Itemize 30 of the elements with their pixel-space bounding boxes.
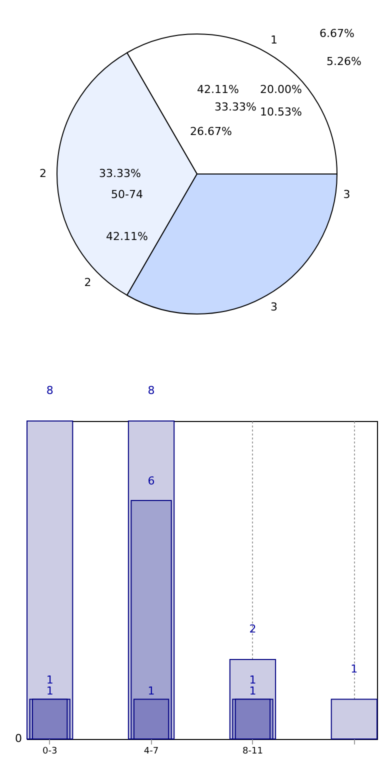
text: 26.67% <box>190 125 232 138</box>
data-label: 6 <box>148 474 155 488</box>
text: 6.67% <box>320 27 354 40</box>
x-tick-label: 0-3 <box>42 746 58 756</box>
data-label: 1 <box>148 684 155 698</box>
data-label: 1 <box>46 684 54 698</box>
data-label: 33.33% <box>214 100 256 114</box>
text: 50-74 <box>111 188 143 201</box>
text: 10.53% <box>260 105 302 118</box>
slice-label: 3 <box>343 188 350 201</box>
data-label: 1 <box>249 673 256 686</box>
data-label: 1 <box>350 662 358 676</box>
text: 20.00% <box>260 83 302 96</box>
slice-label: 2 <box>84 276 92 290</box>
slice-label: 3 <box>270 300 278 314</box>
data-label: 33.33% <box>99 167 141 180</box>
slice-label: 2 <box>40 167 46 180</box>
data-label: 1 <box>46 673 54 686</box>
slice-label: 1 <box>270 34 278 47</box>
data-label: 2 <box>249 622 256 636</box>
x-tick-label: 8-11 <box>242 746 263 756</box>
bar <box>330 698 378 740</box>
text: 5.26% <box>326 55 362 68</box>
data-label: 8 <box>46 384 54 397</box>
data-label: 8 <box>148 384 155 397</box>
data-label: 1 <box>249 684 256 698</box>
x-tick-label: 4-7 <box>144 746 159 756</box>
text: 42.11% <box>106 230 148 243</box>
text: 42.11% <box>197 83 239 96</box>
text: 0 <box>15 732 22 745</box>
